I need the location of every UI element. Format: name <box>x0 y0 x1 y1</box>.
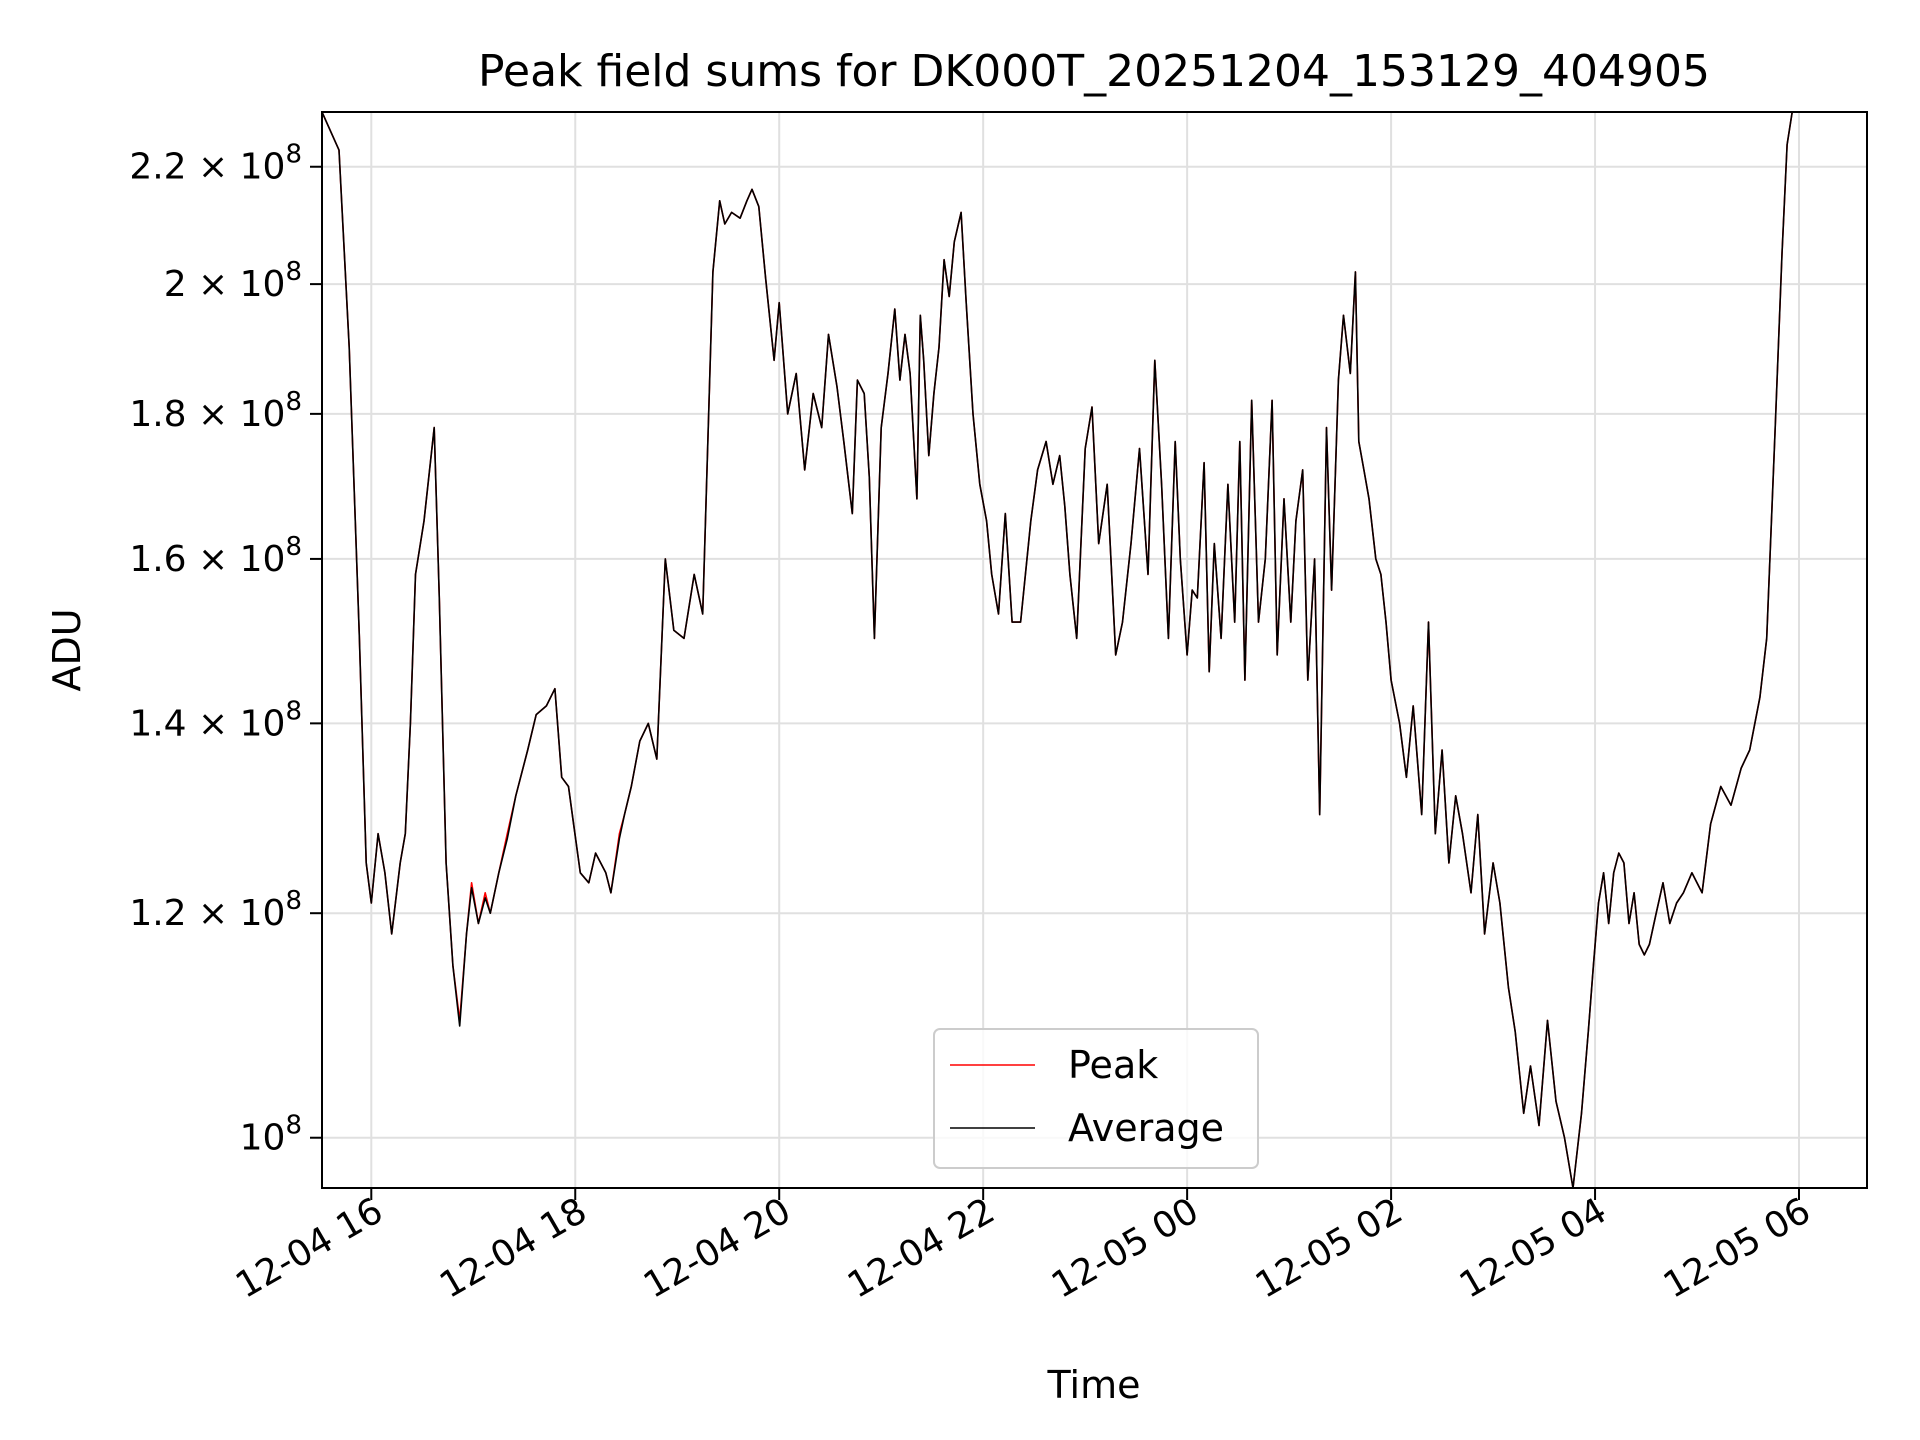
y-tick-label: 2 × 108 <box>164 257 302 305</box>
legend: Peak Average <box>933 1028 1259 1169</box>
plot-frame <box>321 111 1868 1189</box>
series-lines <box>322 112 1798 1188</box>
y-tick-label: 108 <box>240 1111 302 1159</box>
legend-label-average: Average <box>1068 1106 1224 1150</box>
x-axis-label: Time <box>1047 1363 1141 1407</box>
y-tick-label: 1.8 × 108 <box>129 387 302 435</box>
series-line-average <box>322 112 1798 1188</box>
y-axis-label: ADU <box>45 608 89 691</box>
y-tick-label: 1.6 × 108 <box>129 532 302 580</box>
y-tick-label: 2.2 × 108 <box>129 140 302 188</box>
y-axis-ticks: 108 1.2 × 108 1.4 × 108 1.6 × 108 1.8 × 108 2… <box>129 140 322 1159</box>
y-tick-label: 1.2 × 108 <box>129 886 302 934</box>
legend-box <box>933 1028 1259 1169</box>
chart-title: Peak field sums for DK000T_20251204_1531… <box>478 46 1710 97</box>
y-tick-label: 1.4 × 108 <box>129 696 302 744</box>
legend-label-peak: Peak <box>1068 1043 1158 1087</box>
